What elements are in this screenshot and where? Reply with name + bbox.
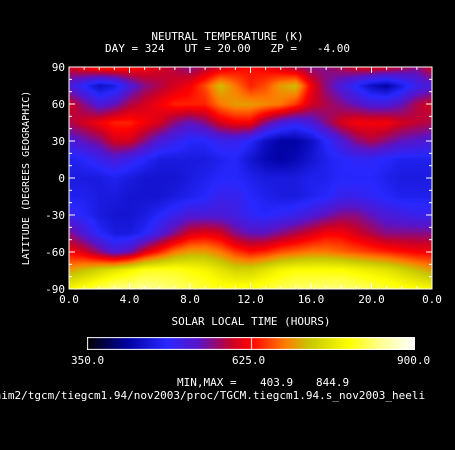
chart-title: NEUTRAL TEMPERATURE (K) [151,30,304,43]
x-tick-label: 12.0 [237,293,264,306]
y-axis-label: LATITUDE (DEGREES GEOGRAPHIC) [21,90,32,266]
y-tick-label: -60 [45,246,65,259]
y-tick-label: 0 [58,172,65,185]
y-tick-label: 30 [52,135,65,148]
x-tick-label: 8.0 [180,293,200,306]
footer-path: /aim2/tgcm/tiegcm1.94/nov2003/proc/TGCM.… [0,389,426,402]
minmax-label: MIN,MAX = [177,376,237,389]
colorbar-mid-label: 625.0 [232,354,266,367]
y-tick-label: -30 [45,209,65,222]
y-tick-label: -90 [45,283,65,296]
plot-border [68,66,433,290]
chart-subtitle: DAY = 324 UT = 20.00 ZP = -4.00 [104,42,351,55]
y-tick-label: 90 [52,61,65,74]
y-tick-label: 60 [52,98,65,111]
colorbar-max-label: 900.0 [397,354,431,367]
x-tick-label: 0.0 [59,293,79,306]
colorbar-min-label: 350.0 [71,354,105,367]
x-axis-label: SOLAR LOCAL TIME (HOURS) [171,315,331,328]
x-tick-label: 4.0 [120,293,140,306]
x-tick-label: 20.0 [358,293,385,306]
max-value: 844.9 [316,376,350,389]
min-value: 403.9 [260,376,294,389]
heatmap-field [69,67,432,289]
colorbar [87,337,415,350]
x-tick-label: 0.0 [422,293,442,306]
x-tick-label: 16.0 [298,293,325,306]
